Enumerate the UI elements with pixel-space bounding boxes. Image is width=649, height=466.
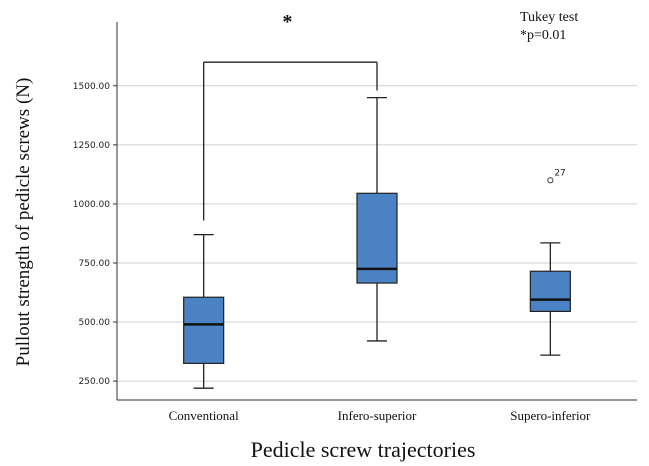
y-tick-label: 1250.00 <box>73 141 110 151</box>
significance-bracket: * <box>203 11 378 221</box>
box-supero-inferior <box>529 242 571 356</box>
annotation-p-value: *p=0.01 <box>520 28 566 43</box>
x-tick-label: Infero-superior <box>338 408 417 423</box>
y-tick-label: 250.00 <box>79 377 111 387</box>
boxes: 27 <box>183 96 571 389</box>
y-tick-label: 1000.00 <box>73 200 110 210</box>
x-tick-label: Conventional <box>169 408 239 423</box>
y-tick-label: 750.00 <box>79 259 111 269</box>
outlier-point <box>547 177 554 184</box>
x-axis-ticks: Conventional Infero-superior Supero-inferi… <box>169 408 591 423</box>
annotation-test-name: Tukey test <box>520 10 578 25</box>
y-tick-label: 500.00 <box>79 318 111 328</box>
y-axis-ticks: 250.00 500.00 750.00 1000.00 1250.00 1500.00 <box>73 82 117 387</box>
y-axis-title: Pullout strength of pedicle screws (N) <box>13 78 34 367</box>
box-iqr <box>183 296 225 364</box>
x-axis-title: Pedicle screw trajectories <box>251 437 476 462</box>
box-infero-superior <box>356 96 398 342</box>
box-iqr <box>529 270 571 313</box>
significance-marker: * <box>282 11 292 33</box>
x-tick-label: Supero-inferior <box>510 408 591 423</box>
y-tick-label: 1500.00 <box>73 82 110 92</box>
outlier-label: 27 <box>554 168 565 178</box>
box-conventional <box>183 233 225 389</box>
